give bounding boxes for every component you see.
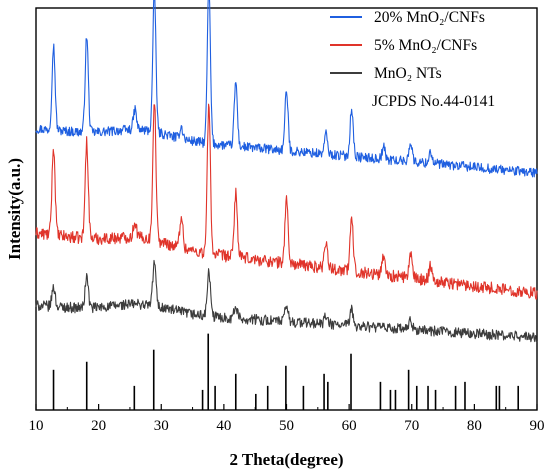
- x-tick-label: 90: [530, 418, 545, 434]
- x-tick-label: 10: [29, 418, 44, 434]
- x-tick-label: 60: [342, 418, 357, 434]
- legend: 20% MnO₂/CNFs 5% MnO₂/CNFs MnO₂ NTs JCPDS N…: [330, 9, 495, 110]
- reference-pattern: [52, 333, 520, 410]
- x-tick-label: 40: [216, 418, 231, 434]
- legend-label: MnO₂ NTs: [374, 65, 442, 82]
- x-axis-ticks: 10 20 30 40 50 60 70 80 90: [29, 404, 545, 434]
- legend-label: 20% MnO₂/CNFs: [374, 9, 485, 26]
- y-axis-label: Intensity(a.u.): [5, 158, 24, 260]
- series-group: [35, 0, 538, 343]
- plot-area: 10 20 30 40 50 60 70 80 90: [29, 0, 545, 434]
- series-line: [35, 103, 538, 300]
- x-tick-label: 80: [467, 418, 482, 434]
- reference-label: JCPDS No.44-0141: [372, 93, 495, 110]
- legend-label: 5% MnO₂/CNFs: [374, 37, 477, 54]
- x-tick-label: 30: [154, 418, 169, 434]
- plot-frame: [35, 7, 538, 411]
- x-tick-label: 70: [404, 418, 419, 434]
- x-tick-label: 20: [91, 418, 106, 434]
- x-tick-label: 50: [279, 418, 294, 434]
- series-line: [35, 0, 538, 178]
- series-line: [35, 259, 538, 343]
- x-axis-label: 2 Theta(degree): [229, 450, 343, 469]
